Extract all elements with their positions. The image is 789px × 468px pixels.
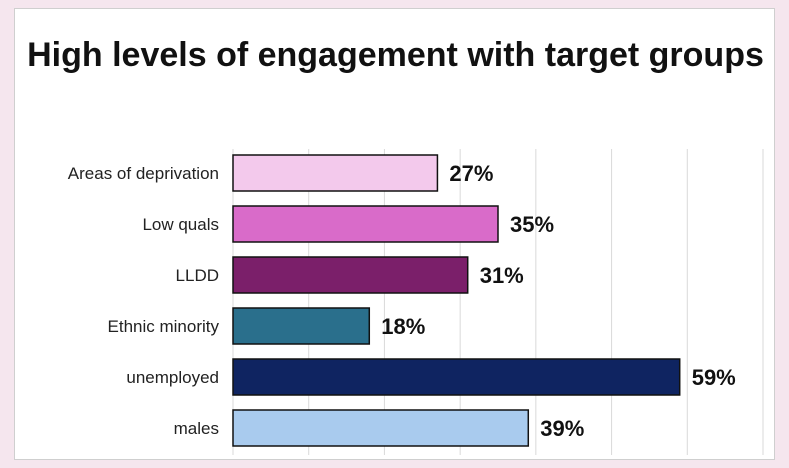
category-label: Ethnic minority xyxy=(108,317,220,336)
bar xyxy=(232,307,371,345)
value-label: 39% xyxy=(540,416,584,441)
category-label: males xyxy=(174,419,219,438)
chart-title: High levels of engagement with target gr… xyxy=(27,36,764,74)
value-label: 27% xyxy=(449,161,493,186)
bar-chart: Areas of deprivation 27% Low quals 35% LLDD 3… xyxy=(68,149,764,455)
category-label: Areas of deprivation xyxy=(68,164,219,183)
value-label: 59% xyxy=(692,365,736,390)
value-label: 35% xyxy=(510,212,554,237)
category-label: LLDD xyxy=(176,266,219,285)
chart-panel: High levels of engagement with target gr… xyxy=(14,8,775,460)
bar xyxy=(232,409,530,447)
category-label: unemployed xyxy=(126,368,219,387)
value-label: 18% xyxy=(381,314,425,339)
bar xyxy=(232,358,681,396)
bar xyxy=(232,205,499,243)
bar xyxy=(232,256,469,294)
bar xyxy=(232,154,439,192)
value-label: 31% xyxy=(480,263,524,288)
category-label: Low quals xyxy=(142,215,219,234)
